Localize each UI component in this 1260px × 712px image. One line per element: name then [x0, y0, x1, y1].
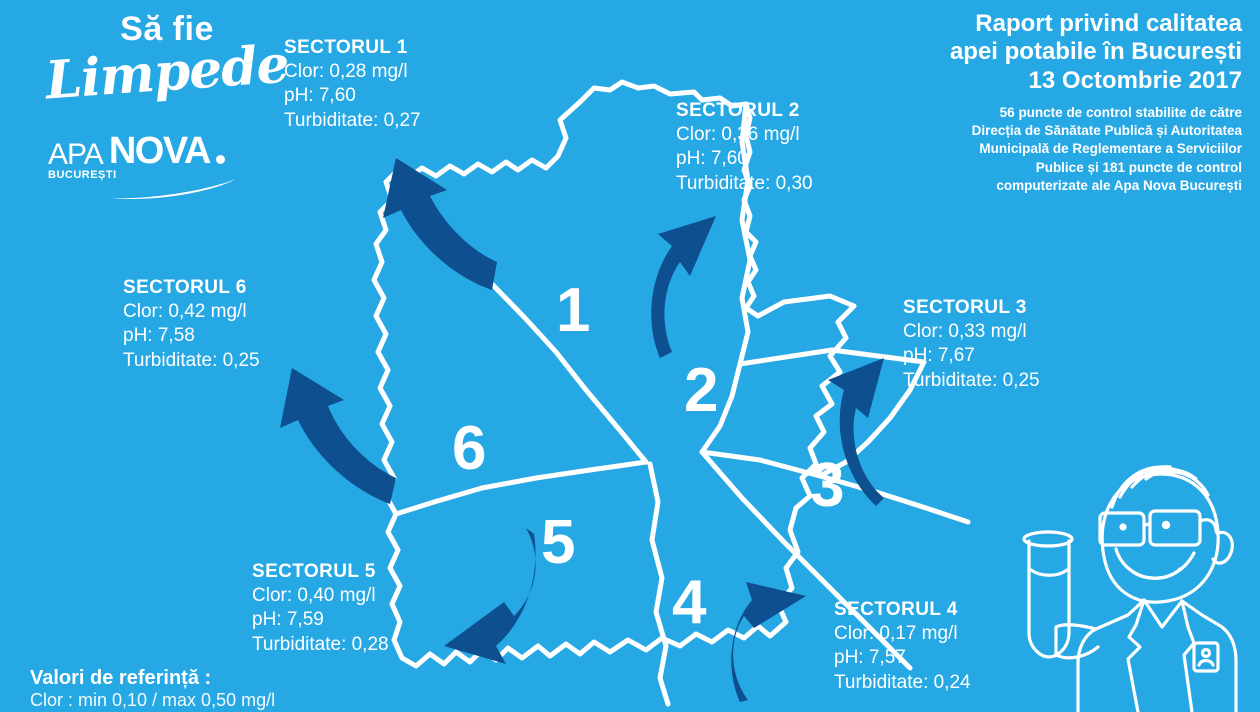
report-subtitle-line5: computerizate ale Apa Nova București	[996, 177, 1242, 193]
sector-callout-4-title: SECTORUL 4	[834, 599, 958, 620]
coat-lapel-left	[1126, 598, 1146, 712]
sector-callout-1-ph: pH: 7,60	[284, 85, 356, 107]
sector-callout-3-clor: Clor: 0,33 mg/l	[903, 320, 1027, 342]
apa-nova-logo-dot	[215, 155, 225, 165]
map-outer-boundary	[371, 79, 857, 669]
sector-callout-4-clor: Clor: 0,17 mg/l	[834, 622, 958, 644]
coat-lapel-right	[1180, 599, 1196, 712]
hair-icon	[1110, 465, 1210, 509]
report-subtitle-line3: Municipală de Reglementare a Serviciilor	[979, 141, 1242, 157]
arm-outline	[1054, 623, 1100, 660]
sector-callout-2-title: SECTORUL 2	[676, 100, 800, 121]
page-title-line1: Raport privind calitatea	[975, 10, 1242, 37]
smile-icon	[1114, 547, 1196, 580]
sector-callout-2-ph: pH: 7,60	[676, 148, 748, 170]
test-tube-icon	[1022, 530, 1074, 659]
report-subtitle-line4: Publice și 181 puncte de control	[1035, 159, 1242, 175]
sector-callout-1: SECTORUL 1 Clor: 0,28 mg/l pH: 7,60 Turb…	[284, 36, 421, 134]
sector-callout-5-title: SECTORUL 5	[252, 561, 376, 582]
page-title-line2: apei potabile în București	[949, 38, 1242, 66]
map-divider-4-5	[647, 461, 671, 707]
map-sector-number-2: 2	[684, 356, 719, 425]
ear-icon	[1211, 530, 1234, 565]
map-divider-5-6	[393, 459, 649, 517]
left-pupil	[1119, 523, 1127, 531]
sector-callout-2: SECTORUL 2 Clor: 0,36 mg/l pH: 7,60 Turb…	[676, 99, 813, 197]
page-title: Raport privind calitatea apei potabile î…	[852, 10, 1242, 95]
apa-nova-logo-row: APA NOVA	[48, 130, 233, 172]
sector-callout-1-clor: Clor: 0,28 mg/l	[284, 60, 408, 82]
reference-values-detail: Clor : min 0,10 / max 0,50 mg/l	[30, 690, 276, 711]
report-subtitle-line2: Direcția de Sănătate Publică și Autorita…	[971, 123, 1242, 139]
sector-callout-4: SECTORUL 4 Clor: 0,17 mg/l pH: 7,57 Turb…	[834, 598, 971, 696]
sector-callout-1-turbiditate: Turbiditate: 0,27	[284, 110, 421, 132]
reference-values-title: Valori de referință :	[30, 667, 212, 690]
sector-callout-3-turbiditate: Turbiditate: 0,25	[903, 370, 1040, 392]
right-pupil	[1161, 520, 1171, 530]
sector-callout-3-ph: pH: 7,67	[903, 345, 975, 367]
map-sector-number-1: 1	[556, 276, 591, 345]
report-subtitle: 56 puncte de control stabilite de către …	[852, 104, 1242, 195]
apa-nova-logo-city: BUCUREȘTI	[48, 169, 117, 182]
map-sector-number-5: 5	[541, 508, 576, 577]
swoosh-icon	[110, 179, 236, 200]
scientist-character-icon	[1022, 465, 1238, 712]
sector-callout-5-ph: pH: 7,59	[252, 609, 324, 631]
sector-callout-4-ph: pH: 7,57	[834, 647, 906, 669]
teeth-icon	[1130, 567, 1182, 580]
map-sector-number-3: 3	[810, 451, 845, 520]
sector-callout-4-turbiditate: Turbiditate: 0,24	[834, 672, 971, 694]
map-sector-number-6: 6	[452, 414, 487, 483]
sector-callout-6: SECTORUL 6 Clor: 0,42 mg/l pH: 7,58 Turb…	[123, 276, 260, 374]
campaign-logo-line1: Să fie	[120, 10, 214, 48]
coat-collar	[1142, 598, 1184, 629]
map-sector-number-4: 4	[672, 568, 707, 637]
sector-callout-5-turbiditate: Turbiditate: 0,28	[252, 634, 389, 656]
page-title-line3: 13 Octombrie 2017	[1028, 66, 1242, 94]
map-divider-3-4	[699, 449, 913, 671]
sector-callout-6-title: SECTORUL 6	[123, 277, 247, 298]
sector-callout-3-title: SECTORUL 3	[903, 297, 1027, 318]
apa-nova-logo-nova: NOVA	[108, 130, 211, 172]
sector-callout-3: SECTORUL 3 Clor: 0,33 mg/l pH: 7,67 Turb…	[903, 296, 1040, 394]
sector-callout-6-turbiditate: Turbiditate: 0,25	[123, 350, 260, 372]
sector-callout-5-clor: Clor: 0,40 mg/l	[252, 584, 376, 606]
report-header: Raport privind calitatea apei potabile î…	[852, 10, 1242, 195]
sector-callout-6-ph: pH: 7,58	[123, 325, 195, 347]
sector-callout-2-turbiditate: Turbiditate: 0,30	[676, 173, 813, 195]
apa-nova-logo: APA NOVA BUCUREȘTI	[48, 130, 236, 200]
report-subtitle-line1: 56 puncte de control stabilite de către	[999, 104, 1242, 120]
sector-callout-1-title: SECTORUL 1	[284, 37, 408, 58]
sector-callout-5: SECTORUL 5 Clor: 0,40 mg/l pH: 7,59 Turb…	[252, 560, 389, 658]
map-divider-1-6	[395, 167, 649, 465]
badge-icon	[1192, 641, 1220, 673]
campaign-logo: Să fie Limpede	[42, 10, 292, 111]
sector-callout-2-clor: Clor: 0,36 mg/l	[676, 123, 800, 145]
reference-values-footnote: Valori de referință : Clor : min 0,10 / …	[30, 666, 275, 712]
map-divider-1-2	[699, 101, 753, 455]
glasses-icon	[1098, 509, 1218, 547]
apa-nova-logo-apa: APA	[48, 138, 104, 172]
sector-callout-6-clor: Clor: 0,42 mg/l	[123, 300, 247, 322]
